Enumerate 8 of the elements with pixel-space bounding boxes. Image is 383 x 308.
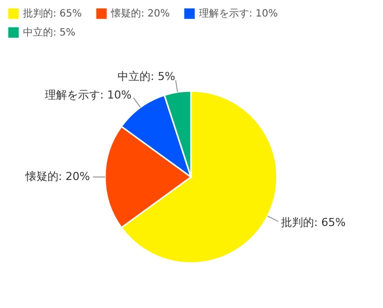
slice-label: 批判的: 65% (280, 216, 346, 229)
slice-label: 理解を示す: 10% (44, 88, 132, 102)
legend-label: 批判的: 65% (23, 8, 82, 20)
legend-label: 懐疑的: 20% (110, 8, 170, 20)
legend-label: 理解を示す: 10% (199, 8, 278, 20)
legend-label: 中立的: 5% (23, 26, 76, 38)
slice-label: 中立的: 5% (118, 70, 176, 84)
slice-label: 懐疑的: 20% (24, 170, 90, 183)
